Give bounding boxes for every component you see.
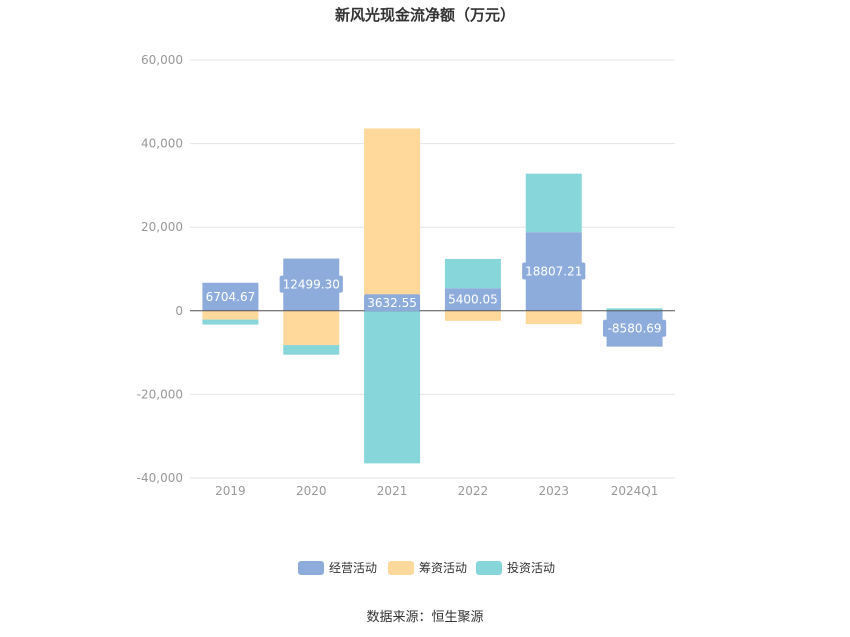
y-tick-label: 60,000 [141, 53, 183, 67]
data-label: 3632.55 [367, 296, 417, 310]
bar-2024Q1-series-2[interactable] [606, 308, 663, 311]
legend-swatch [476, 561, 502, 575]
y-tick-label: -40,000 [137, 471, 183, 485]
data-label: 5400.05 [448, 293, 498, 307]
x-tick-label: 2021 [377, 484, 408, 498]
data-label-bg [364, 294, 420, 312]
bar-2023-series-1[interactable] [525, 310, 582, 325]
bar-2021-series-1[interactable] [364, 128, 421, 296]
bar-2023-series-2[interactable] [525, 173, 582, 233]
x-tick-label: 2019 [215, 484, 246, 498]
data-label: 12499.30 [283, 278, 340, 292]
grid [190, 59, 675, 479]
data-label: -8580.69 [608, 322, 662, 336]
bar-2022-series-1[interactable] [444, 310, 501, 321]
data-label: 18807.21 [525, 264, 582, 278]
x-tick-label: 2024Q1 [611, 484, 659, 498]
y-tick-label: 0 [175, 304, 183, 318]
legend-item-2[interactable]: 投资活动 [476, 560, 555, 575]
x-tick-label: 2022 [458, 484, 489, 498]
data-label-bg [445, 290, 501, 308]
bar-2020-series-2[interactable] [283, 345, 340, 355]
legend-label: 投资活动 [507, 560, 555, 575]
legend[interactable]: 经营活动 筹资活动 投资活动 [298, 560, 555, 575]
legend-swatch [298, 561, 324, 575]
legend-label: 经营活动 [329, 561, 377, 575]
bars [202, 128, 663, 464]
bar-2022-series-2[interactable] [444, 258, 501, 289]
bar-2021-series-2[interactable] [364, 310, 421, 464]
y-axis: 60,000 40,000 20,000 0 -20,000 -40,000 [137, 53, 183, 485]
data-label-bg [602, 319, 667, 337]
bar-2019-series-1[interactable] [202, 310, 259, 320]
data-label-bg [522, 262, 586, 280]
legend-swatch [388, 561, 414, 575]
data-label-bg [279, 275, 343, 293]
data-labels: 6704.67 12499.30 3632.55 5400.05 18807.21 -85… [202, 262, 667, 337]
data-label-bg [202, 287, 259, 305]
data-label: 6704.67 [206, 290, 256, 304]
bar-2020-series-1[interactable] [283, 310, 340, 346]
chart-title: 新风光现金流净额（万元） [335, 6, 515, 24]
source-note: 数据来源：恒生聚源 [366, 610, 483, 625]
x-tick-label: 2020 [296, 484, 327, 498]
legend-label: 筹资活动 [419, 561, 467, 575]
bar-2019-series-2[interactable] [202, 319, 259, 325]
y-tick-label: 40,000 [141, 137, 183, 151]
x-tick-label: 2023 [538, 484, 569, 498]
x-axis: 2019 2020 2021 2022 2023 2024Q1 [190, 477, 675, 498]
y-tick-label: -20,000 [137, 387, 183, 401]
legend-item-0[interactable]: 经营活动 [298, 561, 377, 575]
legend-item-1[interactable]: 筹资活动 [388, 561, 467, 575]
y-tick-label: 20,000 [141, 220, 183, 234]
